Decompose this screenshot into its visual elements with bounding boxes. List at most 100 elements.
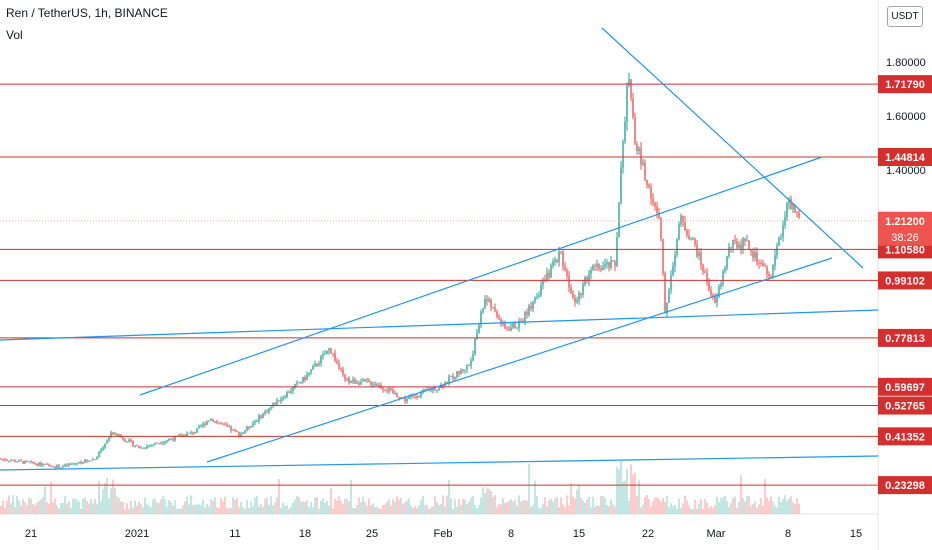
- volume-bar: [22, 499, 24, 514]
- volume-bar: [256, 495, 258, 514]
- volume-bar: [528, 463, 530, 514]
- volume-bar: [376, 506, 378, 514]
- volume-bar: [150, 507, 152, 514]
- candle-body: [348, 378, 350, 384]
- volume-bar: [424, 505, 426, 514]
- candle-body: [280, 399, 282, 402]
- candle-body: [374, 384, 376, 385]
- candle-body: [714, 295, 716, 303]
- candle-body: [58, 465, 60, 469]
- volume-bar: [118, 498, 120, 514]
- volume-bar: [712, 508, 714, 514]
- volume-bar: [796, 498, 798, 514]
- currency-badge[interactable]: USDT: [887, 6, 923, 27]
- candle-body: [640, 148, 642, 165]
- volume-bar: [778, 496, 780, 514]
- volume-bar: [308, 507, 310, 514]
- candle-body: [756, 252, 758, 264]
- volume-bar: [38, 500, 40, 514]
- candle-body: [184, 435, 186, 437]
- volume-bar: [168, 500, 170, 514]
- candle-body: [576, 300, 578, 303]
- candle-body: [240, 433, 242, 437]
- level-label: 1.44814: [885, 152, 926, 164]
- volume-bar: [246, 499, 248, 514]
- volume-bar: [254, 497, 256, 514]
- volume-bar: [450, 498, 452, 514]
- time-tick-label: 15: [573, 528, 585, 540]
- candle-body: [730, 247, 732, 248]
- volume-bar: [302, 501, 304, 514]
- candle-body: [392, 389, 394, 394]
- volume-bar: [306, 500, 308, 514]
- time-axis[interactable]: 21 2021 11 18 25 Feb 8 15 22 Mar 8 15: [25, 528, 862, 540]
- volume-bar: [466, 503, 468, 514]
- price-axis[interactable]: 1.80000 1.60000 1.40000 1.71790 1.44814 1.105…: [878, 57, 932, 495]
- volume-bar: [458, 499, 460, 514]
- candle-body: [542, 279, 544, 285]
- volume-bar: [316, 496, 318, 514]
- volume-bar: [278, 479, 280, 514]
- candle-body: [252, 423, 254, 427]
- candle-body: [716, 296, 718, 303]
- candle-body: [154, 442, 156, 445]
- candle-body: [98, 451, 100, 458]
- volume-bar: [724, 495, 726, 514]
- candle-body: [664, 273, 666, 314]
- candle-body: [66, 464, 68, 466]
- candle-body: [64, 464, 66, 467]
- volume-bar: [108, 498, 110, 514]
- candle-body: [334, 353, 336, 361]
- candle-body: [660, 217, 662, 239]
- volume-bar: [288, 508, 290, 514]
- candle-body: [0, 458, 2, 460]
- volume-bar: [28, 498, 30, 514]
- candle-body: [718, 286, 720, 297]
- candle-body: [694, 238, 696, 245]
- candle-body: [688, 235, 690, 240]
- volume-bar: [80, 508, 82, 514]
- candle-body: [568, 275, 570, 288]
- candle-body: [378, 384, 380, 386]
- candle-body: [740, 244, 742, 249]
- candle-body: [556, 259, 558, 263]
- volume-bar: [386, 501, 388, 514]
- volume-bar: [404, 502, 406, 514]
- trendline: [0, 309, 879, 341]
- candle-body: [142, 447, 144, 449]
- volume-bar: [258, 506, 260, 514]
- candle-body: [34, 463, 36, 464]
- candle-body: [350, 381, 352, 384]
- candle-body: [532, 301, 534, 309]
- candle-body: [314, 363, 316, 367]
- candle-body: [632, 98, 634, 118]
- candle-body: [696, 244, 698, 257]
- volume-bar: [238, 507, 240, 514]
- volume-bar: [152, 499, 154, 514]
- time-tick-label: Mar: [707, 528, 726, 540]
- volume-bar: [418, 505, 420, 514]
- candle-body: [706, 272, 708, 283]
- volume-bar: [426, 504, 428, 514]
- candle-body: [146, 445, 148, 449]
- candle-body: [676, 239, 678, 255]
- volume-bar: [18, 500, 20, 514]
- volume-bar: [530, 506, 532, 514]
- volume-bar: [86, 501, 88, 514]
- candle-body: [386, 390, 388, 392]
- volume-bar: [234, 499, 236, 514]
- candle-body: [160, 443, 162, 444]
- volume-bar: [686, 500, 688, 514]
- volume-bar: [208, 506, 210, 514]
- candle-body: [550, 265, 552, 278]
- volume-bar: [748, 496, 750, 514]
- volume-bar: [590, 507, 592, 514]
- candle-body: [510, 327, 512, 331]
- candle-body: [284, 397, 286, 399]
- volume-bar: [606, 504, 608, 514]
- volume-bar: [226, 507, 228, 514]
- candle-body: [276, 400, 278, 406]
- candle-body: [500, 319, 502, 325]
- candle-body: [600, 268, 602, 271]
